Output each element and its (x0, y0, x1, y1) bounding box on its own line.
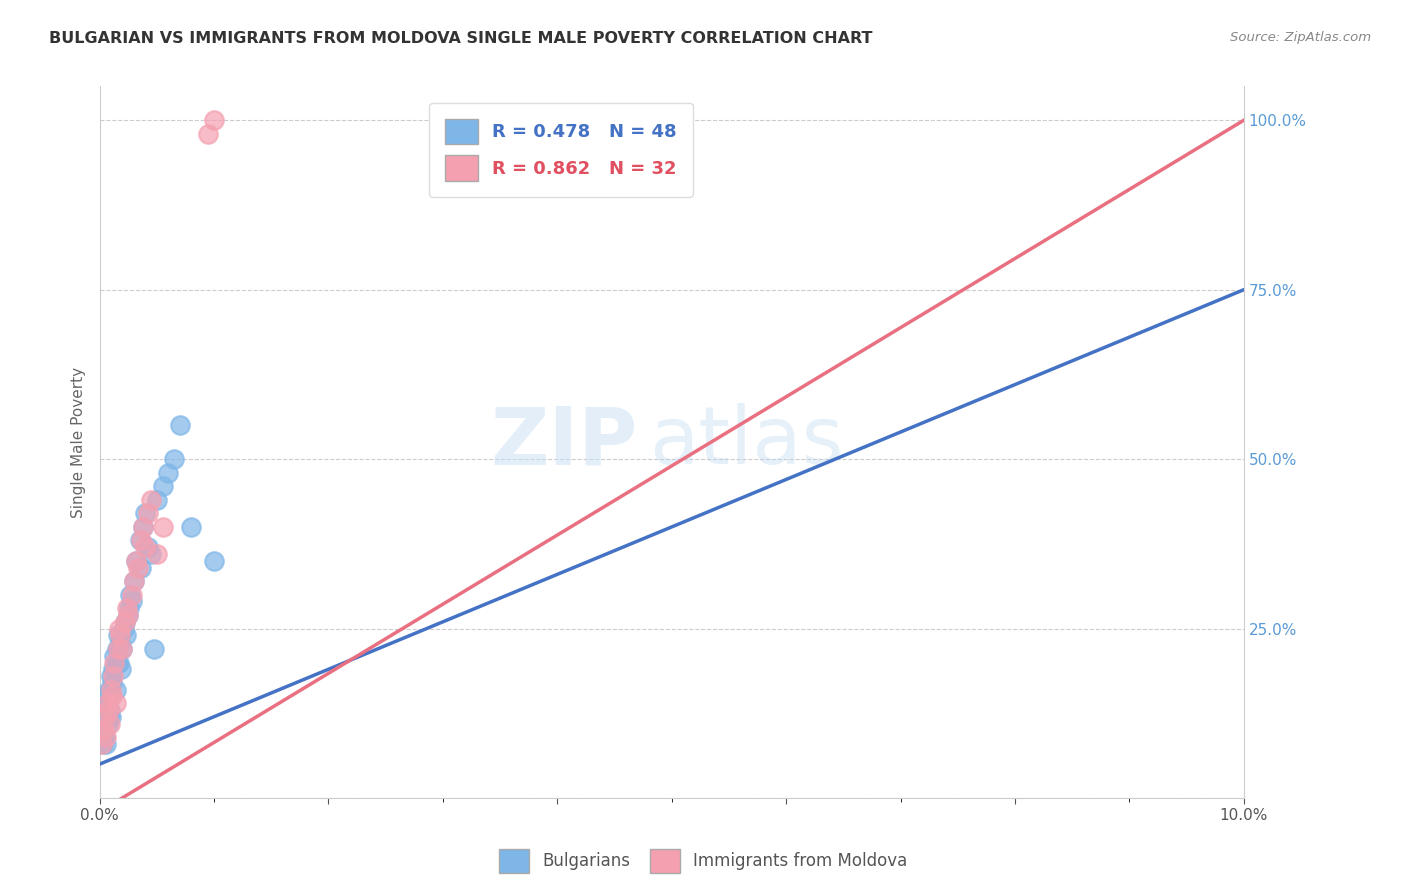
Legend: R = 0.478   N = 48, R = 0.862   N = 32: R = 0.478 N = 48, R = 0.862 N = 32 (429, 103, 693, 197)
Point (101, 690, 124, 704)
Point (125, 554, 148, 568)
Point (91, 737, 114, 751)
Text: ZIP: ZIP (491, 403, 637, 481)
Point (127, 560, 149, 574)
Point (157, 466, 180, 480)
Text: atlas: atlas (648, 403, 844, 481)
Text: BULGARIAN VS IMMIGRANTS FROM MOLDOVA SINGLE MALE POVERTY CORRELATION CHART: BULGARIAN VS IMMIGRANTS FROM MOLDOVA SIN… (49, 31, 873, 46)
Point (134, 541, 156, 555)
Point (129, 560, 152, 574)
Point (100, 669, 122, 683)
Point (125, 554, 148, 568)
Point (134, 507, 156, 521)
Point (93, 723, 115, 738)
Point (104, 682, 127, 697)
Point (93, 710, 115, 724)
Point (128, 533, 150, 548)
Point (129, 533, 152, 548)
Point (94, 710, 117, 724)
Point (180, 520, 202, 534)
Point (118, 601, 141, 615)
Point (132, 520, 155, 534)
Point (98, 716, 121, 731)
Point (111, 642, 134, 657)
Point (143, 642, 166, 657)
Point (108, 635, 131, 649)
Point (139, 492, 162, 507)
Point (94, 703, 117, 717)
Point (96, 730, 118, 744)
Point (96, 690, 118, 704)
Point (103, 669, 125, 683)
Point (108, 656, 131, 670)
Point (111, 642, 134, 657)
Point (146, 492, 169, 507)
Point (120, 588, 142, 602)
Point (136, 507, 159, 521)
Point (103, 648, 125, 663)
Point (100, 682, 122, 697)
Point (97, 703, 120, 717)
Point (114, 615, 136, 629)
Point (105, 656, 128, 670)
Point (103, 662, 125, 676)
Point (107, 628, 129, 642)
Point (115, 628, 138, 642)
Point (90, 737, 112, 751)
Text: Source: ZipAtlas.com: Source: ZipAtlas.com (1230, 31, 1371, 45)
Point (90, 723, 112, 738)
Point (100, 710, 122, 724)
Point (108, 628, 131, 642)
Point (101, 676, 124, 690)
Legend: Bulgarians, Immigrants from Moldova: Bulgarians, Immigrants from Moldova (492, 842, 914, 880)
Point (97, 710, 120, 724)
Point (202, 554, 225, 568)
Point (112, 622, 135, 636)
Point (115, 601, 138, 615)
Point (117, 608, 139, 623)
Point (197, 127, 219, 141)
Point (121, 594, 143, 608)
Point (110, 662, 132, 676)
Point (152, 479, 174, 493)
Point (202, 113, 225, 128)
Point (152, 520, 174, 534)
Point (104, 696, 127, 710)
Point (97, 696, 120, 710)
Point (98, 703, 121, 717)
Point (108, 622, 131, 636)
Point (132, 520, 155, 534)
Point (117, 608, 139, 623)
Point (163, 452, 186, 467)
Point (97, 696, 120, 710)
Point (94, 730, 117, 744)
Point (122, 574, 145, 589)
Point (97, 682, 120, 697)
Point (105, 642, 128, 657)
Point (169, 418, 191, 433)
Y-axis label: Single Male Poverty: Single Male Poverty (72, 367, 86, 517)
Point (107, 642, 129, 657)
Point (139, 547, 162, 561)
Point (97, 716, 120, 731)
Point (122, 574, 145, 589)
Point (121, 588, 143, 602)
Point (146, 547, 169, 561)
Point (114, 615, 136, 629)
Point (103, 656, 125, 670)
Point (136, 541, 159, 555)
Point (96, 737, 118, 751)
